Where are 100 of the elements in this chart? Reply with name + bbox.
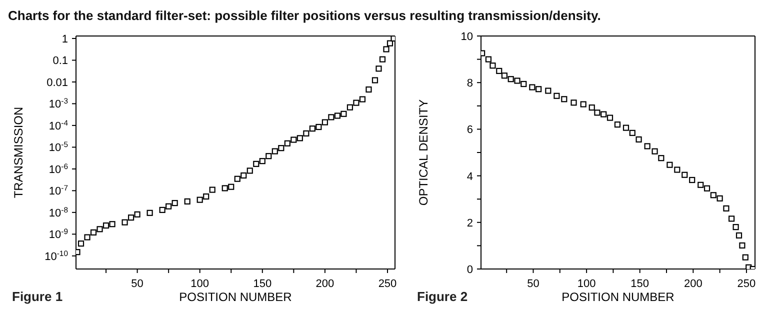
point bbox=[172, 200, 178, 206]
point bbox=[122, 219, 128, 226]
point bbox=[102, 222, 110, 229]
point bbox=[723, 205, 730, 212]
x-tick-label: 150 bbox=[630, 278, 650, 290]
point bbox=[529, 84, 536, 90]
y-axis-title: TRANSMISSION bbox=[11, 106, 26, 198]
y-tick-label: 10$^{-8}$ bbox=[48, 204, 68, 220]
y-tick-label: 10$^{-6}$ bbox=[48, 161, 68, 176]
y-tick-label: 10$^{-7}$ bbox=[48, 183, 68, 198]
caption: Figure 1 bbox=[12, 289, 63, 304]
chart-title: Charts for the standard filter-set: possible filter positions versus resulting transmission/density. bbox=[8, 8, 602, 23]
point bbox=[146, 210, 153, 216]
point bbox=[209, 186, 216, 193]
point bbox=[222, 185, 228, 192]
point bbox=[309, 126, 316, 132]
point bbox=[485, 56, 492, 62]
point bbox=[514, 78, 520, 84]
point bbox=[84, 234, 90, 240]
point bbox=[296, 135, 303, 142]
x-axis-title: POSITION NUMBER bbox=[562, 290, 675, 304]
point bbox=[732, 224, 739, 230]
y-tick-label: 0 bbox=[466, 264, 473, 276]
point bbox=[366, 86, 372, 93]
point bbox=[328, 114, 334, 120]
point bbox=[501, 72, 508, 79]
point bbox=[340, 110, 347, 117]
y-tick-label: 10$^{-10}$ bbox=[44, 248, 68, 263]
point bbox=[128, 214, 134, 221]
point bbox=[346, 104, 354, 110]
y-tick-label: 10$^{-3}$ bbox=[48, 96, 68, 111]
point bbox=[278, 145, 284, 152]
point bbox=[536, 86, 542, 92]
point bbox=[359, 96, 366, 102]
x-tick-label: 200 bbox=[316, 278, 334, 290]
point bbox=[134, 211, 140, 218]
y-tick-label: 10$^{-5}$ bbox=[48, 140, 68, 154]
point bbox=[636, 136, 642, 142]
point bbox=[698, 182, 704, 188]
point bbox=[508, 76, 514, 82]
y-tick-label: 10 bbox=[460, 31, 473, 43]
point bbox=[682, 172, 688, 178]
point bbox=[159, 206, 166, 213]
point bbox=[742, 254, 748, 260]
y-tick-label: 0.1 bbox=[52, 55, 68, 68]
x-tick-label: 200 bbox=[684, 278, 702, 290]
point bbox=[710, 192, 716, 198]
y-tick-label: 8 bbox=[466, 78, 473, 90]
point bbox=[259, 158, 266, 164]
y-tick-label: 10$^{-4}$ bbox=[48, 118, 69, 132]
point bbox=[322, 119, 328, 126]
point bbox=[644, 143, 650, 150]
y-tick-label: 4 bbox=[466, 170, 473, 183]
point bbox=[266, 153, 272, 160]
point bbox=[196, 196, 203, 203]
point bbox=[614, 121, 621, 128]
point bbox=[704, 185, 710, 192]
point bbox=[490, 62, 496, 69]
point bbox=[386, 40, 394, 46]
point bbox=[728, 216, 735, 222]
x-tick-label: 250 bbox=[737, 278, 756, 290]
point bbox=[666, 162, 673, 168]
y-tick-label: 6 bbox=[466, 124, 473, 136]
point bbox=[272, 148, 278, 154]
point bbox=[739, 242, 746, 249]
x-tick-label: 50 bbox=[527, 278, 540, 290]
point bbox=[736, 232, 742, 238]
point bbox=[353, 100, 360, 106]
x-tick-label: 150 bbox=[253, 278, 272, 290]
point bbox=[379, 56, 386, 62]
point bbox=[383, 46, 390, 52]
point bbox=[606, 114, 614, 121]
point bbox=[594, 110, 600, 116]
point bbox=[570, 100, 577, 106]
point bbox=[520, 80, 527, 88]
point bbox=[303, 130, 310, 136]
point bbox=[246, 168, 253, 174]
point bbox=[496, 68, 502, 74]
point bbox=[90, 229, 97, 236]
point bbox=[284, 140, 290, 146]
caption: Figure 2 bbox=[417, 289, 468, 304]
point bbox=[629, 130, 636, 136]
point bbox=[554, 92, 560, 99]
point bbox=[234, 176, 240, 182]
x-tick-label: 100 bbox=[577, 278, 596, 290]
point bbox=[184, 198, 190, 204]
y-tick-label: 0.01 bbox=[46, 76, 68, 89]
point bbox=[316, 124, 322, 130]
point bbox=[78, 240, 84, 247]
point bbox=[376, 66, 382, 72]
point bbox=[622, 124, 630, 131]
y-axis-title: OPTICAL DENSITY bbox=[416, 99, 430, 206]
y-tick-label: 1 bbox=[62, 33, 68, 46]
point bbox=[253, 160, 260, 167]
point bbox=[674, 166, 680, 173]
x-axis-title: POSITION NUMBER bbox=[179, 290, 292, 304]
x-tick-label: 250 bbox=[378, 278, 397, 290]
x-tick-label: 100 bbox=[190, 278, 210, 290]
point bbox=[545, 88, 552, 94]
x-tick-label: 50 bbox=[131, 278, 144, 290]
